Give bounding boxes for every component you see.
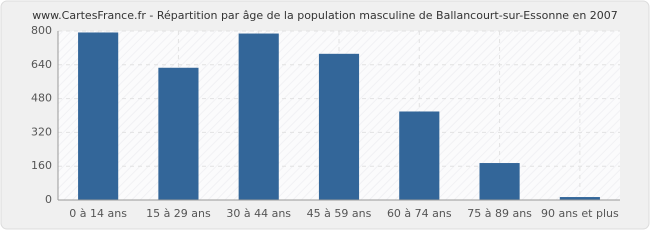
x-tick-label: 60 à 74 ans (387, 207, 452, 220)
bar (318, 53, 360, 200)
chart-title: www.CartesFrance.fr - Répartition par âg… (32, 9, 618, 22)
bar (238, 33, 279, 200)
y-tick-label: 160 (31, 159, 52, 172)
y-tick-label: 480 (31, 92, 52, 105)
bar (78, 32, 119, 201)
x-tick-label: 30 à 44 ans (226, 207, 291, 220)
x-tick-label: 45 à 59 ans (307, 207, 372, 220)
x-tick-label: 15 à 29 ans (146, 207, 211, 220)
y-tick-label: 800 (31, 24, 52, 37)
y-tick-label: 320 (31, 125, 52, 138)
x-tick-label: 90 ans et plus (541, 207, 619, 220)
bar (559, 197, 600, 200)
bar (399, 111, 440, 200)
y-tick-label: 0 (45, 193, 52, 206)
bar (479, 163, 520, 200)
y-tick-label: 640 (31, 58, 52, 71)
x-tick-label: 75 à 89 ans (467, 207, 532, 220)
chart: www.CartesFrance.fr - Répartition par âg… (0, 0, 650, 230)
x-tick-label: 0 à 14 ans (69, 207, 127, 220)
bar (158, 67, 199, 200)
